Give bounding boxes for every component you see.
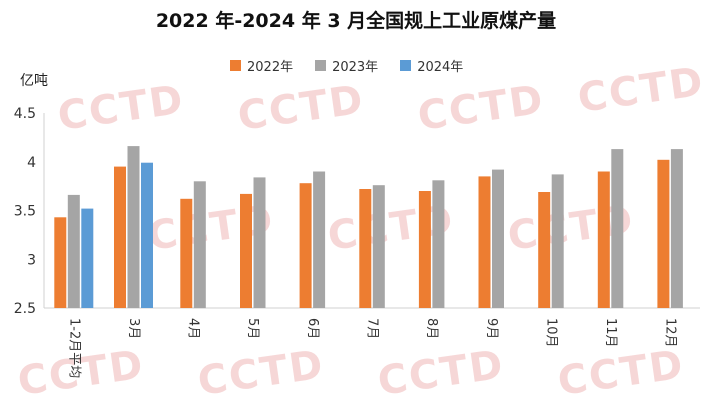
legend: 2022年 2023年 2024年 — [230, 56, 463, 75]
y-unit-label: 亿吨 — [20, 73, 48, 89]
x-tick-label-10: 12月 — [663, 318, 678, 348]
y-tick-label-2: 3.5 — [14, 204, 36, 220]
bar-2023年-11月 — [611, 149, 624, 308]
x-tick-label-7: 9月 — [484, 318, 499, 339]
y-tick-label-3: 4 — [27, 155, 36, 171]
x-tick-label-6: 8月 — [424, 318, 439, 339]
bar-2023年-3月 — [127, 146, 140, 308]
bar-2022年-12月 — [657, 159, 670, 308]
legend-label-2022: 2022年 — [247, 60, 294, 75]
bar-2022年-11月 — [597, 171, 610, 308]
bar-2023年-4月 — [193, 181, 206, 309]
chart-title: 2022 年-2024 年 3 月全国规上工业原煤产量 — [155, 10, 557, 32]
bar-2023年-5月 — [253, 177, 266, 308]
bar-2022年-8月 — [418, 191, 431, 308]
legend-swatch-2024 — [400, 60, 412, 71]
watermark-1: CCTD — [235, 77, 367, 140]
x-tick-label-4: 6月 — [305, 318, 320, 339]
bar-2022年-6月 — [299, 183, 312, 308]
y-tick-label-0: 2.5 — [14, 301, 36, 317]
legend-item-2023: 2023年 — [315, 56, 378, 75]
watermark-8: CCTD — [195, 342, 327, 405]
legend-item-2024: 2024年 — [400, 56, 463, 75]
bar-2023年-1-2月平均 — [67, 194, 80, 308]
legend-swatch-2022 — [230, 60, 241, 71]
bar-2023年-10月 — [551, 174, 564, 308]
x-tick-label-5: 7月 — [365, 318, 380, 339]
legend-label-2023: 2023年 — [332, 60, 379, 75]
y-tick-label-1: 3 — [27, 252, 36, 268]
bar-2024年-3月 — [141, 162, 153, 308]
bar-2022年-3月 — [114, 166, 126, 308]
bar-2023年-8月 — [432, 180, 445, 308]
bar-2022年-1-2月平均 — [54, 217, 67, 308]
watermark-2: CCTD — [415, 77, 547, 140]
x-tick-label-9: 11月 — [603, 318, 618, 348]
watermark-9: CCTD — [375, 342, 507, 405]
bar-2023年-6月 — [313, 171, 326, 308]
y-tick-label-4: 4.5 — [14, 106, 36, 122]
bar-2023年-9月 — [492, 169, 504, 308]
watermark-0: CCTD — [55, 77, 187, 140]
watermark-10: CCTD — [555, 342, 687, 405]
bar-2022年-7月 — [359, 189, 372, 308]
bar-2022年-4月 — [180, 198, 193, 308]
bar-2023年-12月 — [670, 149, 683, 308]
bar-2023年-7月 — [372, 185, 385, 308]
x-tick-label-0: 1-2月平均 — [66, 318, 81, 378]
bar-2022年-9月 — [478, 176, 491, 308]
x-tick-label-2: 4月 — [186, 318, 201, 339]
legend-item-2022: 2022年 — [230, 56, 293, 75]
x-tick-label-1: 3月 — [126, 318, 141, 339]
bar-2022年-5月 — [240, 193, 252, 308]
bar-2022年-10月 — [538, 192, 551, 308]
legend-label-2024: 2024年 — [417, 60, 464, 75]
bar-2024年-1-2月平均 — [81, 208, 94, 308]
x-tick-label-3: 5月 — [245, 318, 260, 339]
x-tick-label-8: 10月 — [543, 318, 558, 348]
legend-swatch-2023 — [315, 60, 327, 71]
watermark-3: CCTD — [575, 59, 707, 122]
